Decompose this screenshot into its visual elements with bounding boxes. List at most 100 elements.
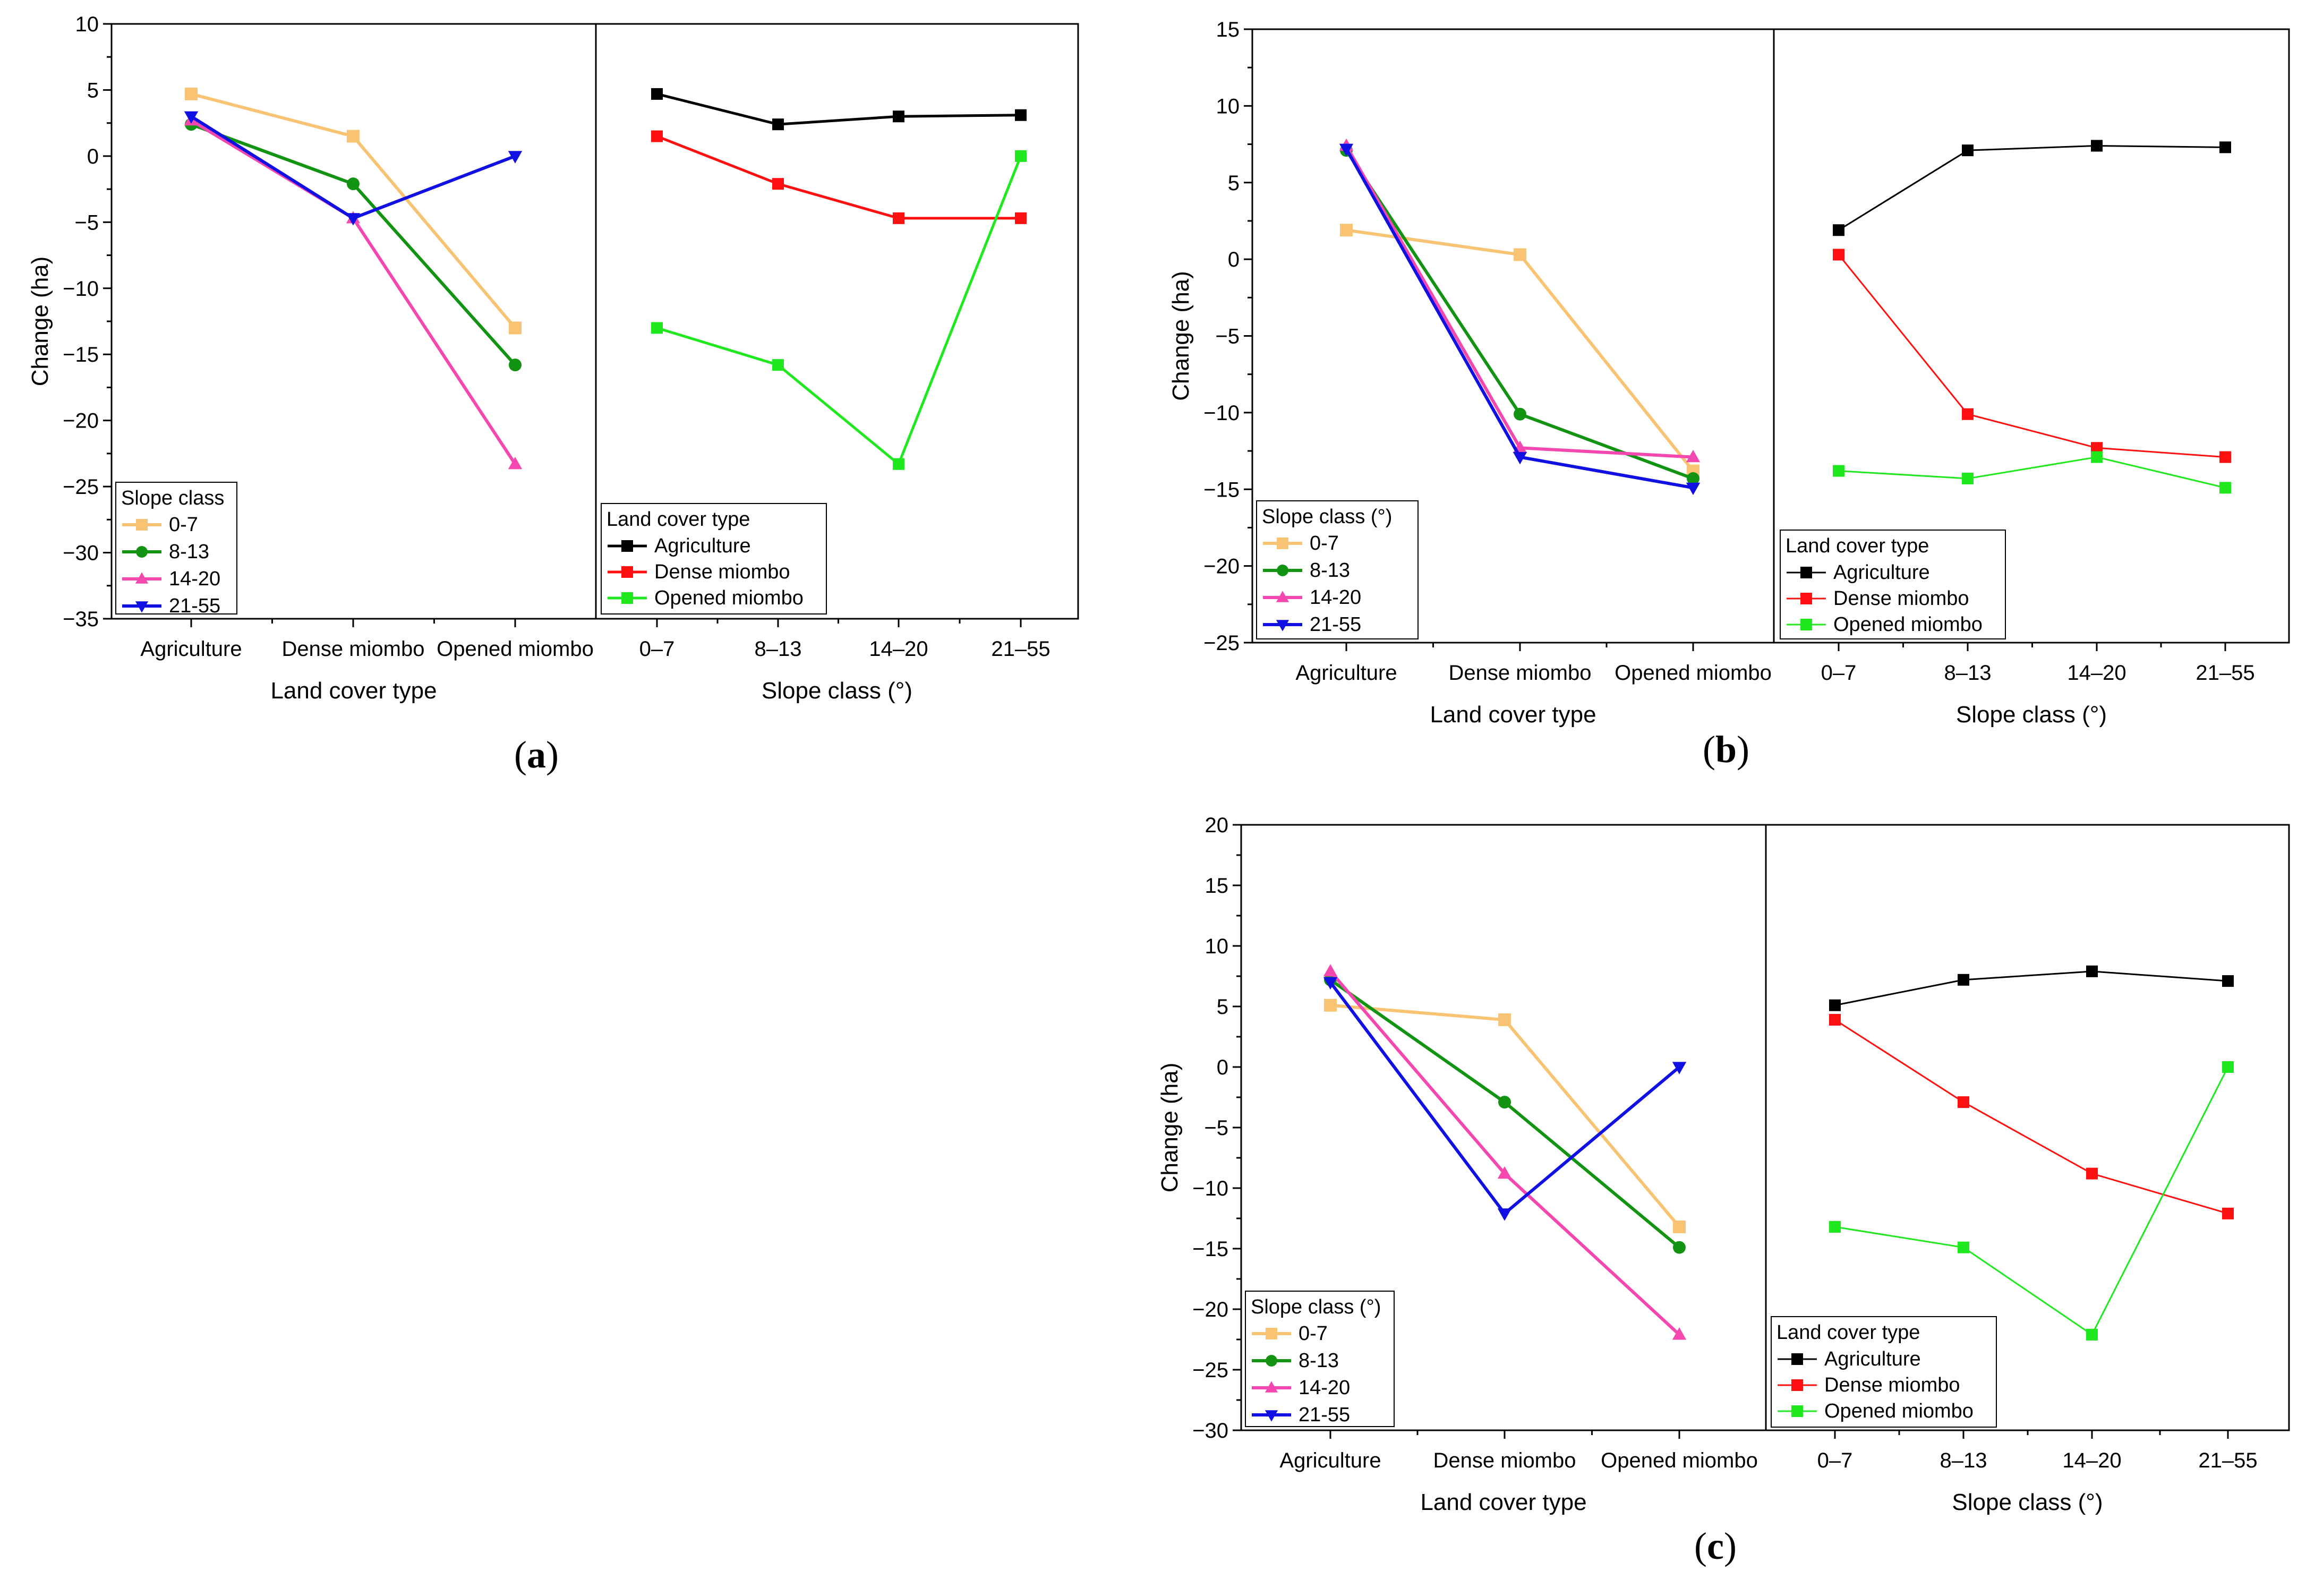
data-point	[185, 87, 198, 100]
panel-label: (c)	[1694, 1525, 1737, 1567]
series-opened-miombo	[1829, 1061, 2234, 1341]
data-point	[1015, 212, 1027, 224]
data-point	[1324, 998, 1337, 1012]
legend-title: Land cover type	[1777, 1321, 1920, 1344]
legend-box	[1771, 1316, 1997, 1428]
panel-label-letter: c	[1707, 1525, 1724, 1567]
data-point	[2219, 141, 2231, 153]
legend-marker	[135, 572, 149, 584]
legend-box	[115, 482, 237, 614]
data-point	[2219, 482, 2231, 494]
y-tick-label: −15	[63, 343, 99, 366]
data-point	[1962, 144, 1974, 157]
data-point	[651, 130, 663, 142]
y-tick-label: 0	[1228, 248, 1240, 271]
panel-label-close: )	[1737, 728, 1749, 771]
y-tick-label: −35	[63, 608, 99, 631]
legend-marker	[1265, 1381, 1278, 1393]
data-point	[1833, 224, 1844, 236]
series-dense-miombo	[1833, 249, 2231, 463]
data-point	[508, 151, 523, 164]
x-axis-label-left: Land cover type	[270, 678, 437, 704]
series-21-55	[1323, 977, 1687, 1221]
legend-marker	[621, 540, 633, 552]
legend-label: Agriculture	[1833, 561, 1930, 584]
series-agriculture	[651, 88, 1027, 131]
x-tick-label: Opened miombo	[1601, 1449, 1758, 1472]
legend-slope-class: Slope class (°) 0-7 8-13 14-20 21-55	[1245, 1291, 1395, 1427]
y-tick-label: −30	[63, 542, 99, 565]
legend-label: 8-13	[1310, 559, 1350, 582]
data-point	[893, 212, 904, 224]
data-point	[347, 177, 360, 191]
legend-title: Slope class	[121, 487, 224, 509]
series-0-7	[185, 87, 522, 335]
x-tick-label: 21–55	[2198, 1449, 2257, 1472]
legend-marker	[136, 519, 148, 531]
series-line	[656, 155, 1022, 466]
legend-marker	[1276, 620, 1289, 631]
legend-marker	[1791, 1353, 1803, 1365]
data-point	[508, 457, 523, 470]
data-point	[1958, 1241, 1969, 1253]
data-point	[2086, 965, 2098, 977]
legend-label: 21-55	[169, 595, 220, 617]
y-tick-label: −25	[63, 475, 99, 499]
series-8-13	[185, 118, 522, 372]
series-opened-miombo	[651, 150, 1027, 470]
data-point	[1673, 1220, 1686, 1233]
legend-label: 0-7	[1310, 532, 1339, 554]
legend-label: Dense miombo	[654, 561, 790, 583]
data-point	[1962, 473, 1974, 485]
legend-label: Agriculture	[1824, 1348, 1921, 1370]
x-tick-label: 14–20	[2067, 661, 2126, 685]
legend-label: 14-20	[169, 568, 220, 590]
legend-marker	[1800, 619, 1812, 630]
series-21-55	[1339, 143, 1701, 496]
panel-label-letter: b	[1715, 728, 1737, 771]
x-tick-label: 0–7	[1817, 1449, 1853, 1472]
data-point	[1687, 472, 1699, 485]
y-tick-label: 5	[1217, 995, 1228, 1019]
data-point	[1673, 1241, 1686, 1254]
legend-land-cover: Land cover type Agriculture Dense miombo Op…	[1780, 530, 2006, 639]
series-line	[1834, 1066, 2229, 1336]
x-tick-label: 0–7	[1821, 661, 1857, 685]
legend-marker	[1791, 1405, 1803, 1417]
data-point	[1514, 407, 1526, 421]
legend-marker	[135, 601, 149, 613]
data-point	[1829, 1014, 1841, 1026]
x-axis-label-left: Land cover type	[1430, 702, 1596, 728]
data-point	[1829, 999, 1841, 1011]
legend-marker	[621, 566, 633, 578]
y-axis-label: Change (ha)	[1168, 271, 1194, 401]
data-point	[2091, 451, 2103, 463]
x-axis-label-right: Slope class (°)	[762, 678, 912, 704]
y-tick-label: −20	[1203, 555, 1240, 578]
data-point	[893, 110, 904, 123]
legend-label: 0-7	[169, 514, 198, 536]
legend-slope-class: Slope class 0-7 8-13 14-20 21-55	[115, 482, 237, 617]
y-tick-label: −5	[1215, 325, 1240, 348]
legend-land-cover: Land cover type Agriculture Dense miombo Op…	[601, 503, 827, 614]
x-tick-label: Dense miombo	[1448, 661, 1591, 685]
legend-marker	[1800, 567, 1812, 578]
panel-label-close: )	[1724, 1525, 1737, 1567]
legend-label: 8-13	[1299, 1350, 1339, 1372]
legend-label: 21-55	[1310, 613, 1361, 636]
x-tick-label: Dense miombo	[1433, 1449, 1576, 1472]
panel-label: (a)	[514, 733, 559, 776]
legend-slope-class: Slope class (°) 0-7 8-13 14-20 21-55	[1256, 500, 1419, 639]
data-point	[2086, 1167, 2098, 1180]
y-tick-label: −25	[1192, 1359, 1228, 1382]
legend-marker	[1266, 1328, 1277, 1339]
legend-label: 14-20	[1299, 1377, 1350, 1399]
series-line	[1834, 1019, 2228, 1215]
x-tick-label: Opened miombo	[437, 637, 594, 661]
data-point	[1497, 1166, 1512, 1179]
data-point	[347, 130, 360, 143]
series-line	[1838, 254, 2226, 458]
legend-marker	[621, 592, 633, 604]
